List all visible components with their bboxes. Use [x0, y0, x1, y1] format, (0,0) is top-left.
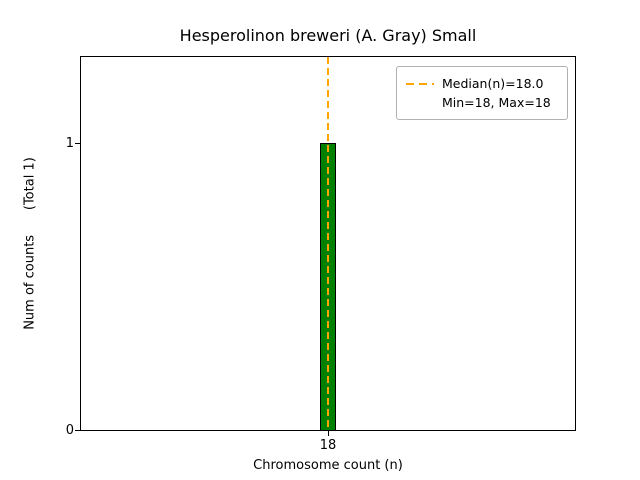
x-tick-mark-18 [328, 431, 329, 436]
chart-title: Hesperolinon breweri (A. Gray) Small [179, 26, 477, 45]
y-tick-mark-1 [75, 143, 80, 144]
legend-entry-median: Median(n)=18.0 [406, 74, 558, 93]
y-tick-label-1: 1 [65, 136, 74, 151]
legend-label-median: Median(n)=18.0 [442, 76, 544, 91]
legend-sample-spacer [406, 102, 434, 104]
y-tick-label-0: 0 [65, 423, 74, 438]
median-line-legend-sample-icon [406, 82, 434, 85]
y-axis-label: Num of counts (Total 1) [22, 157, 38, 330]
y-tick-mark-0 [75, 430, 80, 431]
x-tick-label-18: 18 [319, 438, 337, 453]
legend: Median(n)=18.0 Min=18, Max=18 [396, 66, 568, 120]
legend-entry-minmax: Min=18, Max=18 [406, 93, 558, 112]
x-axis-label: Chromosome count (n) [253, 458, 403, 473]
legend-label-minmax: Min=18, Max=18 [442, 95, 551, 110]
median-line [327, 57, 329, 430]
